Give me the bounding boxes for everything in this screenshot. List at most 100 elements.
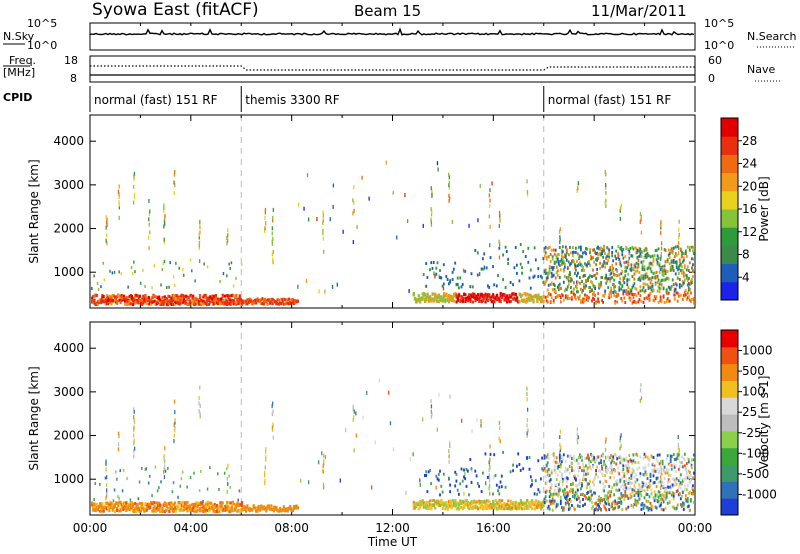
echo-cell [563,488,566,492]
echo-cell [623,474,626,478]
echo-cell [577,466,579,470]
echo-cell [179,298,182,302]
echo-cell [620,272,623,276]
echo-cell [658,470,661,474]
echo-cell [474,506,477,510]
echo-cell [148,217,150,222]
echo-cell [641,263,644,267]
echo-cell [454,499,457,503]
echo-cell [286,507,289,511]
echo-cell [504,485,507,489]
echo-cell [614,273,617,277]
echo-cell [200,303,203,307]
echo-cell [179,301,182,305]
echo-cell [167,300,170,304]
echo-cell [570,291,572,295]
echo-cell [425,500,428,504]
y-tick-label: 4000 [53,341,84,355]
echo-cell [464,503,467,507]
echo-cell [519,498,522,502]
echo-cell [672,293,675,297]
echo-cell [616,294,619,298]
echo-cell [635,287,638,291]
echo-cell [669,460,672,463]
echo-cell [612,455,615,459]
echo-cell [540,300,543,304]
echo-cell [432,261,435,264]
echo-cell [559,450,561,455]
echo-cell [617,466,620,470]
echo-cell [487,505,490,509]
echo-cell [543,497,546,501]
echo-cell [607,259,610,263]
echo-cell [432,499,435,503]
echo-cell [584,250,586,254]
velocity-colorbar-swatch [721,498,738,516]
echo-cell [248,297,251,301]
echo-cell [489,198,491,203]
echo-cell [426,490,429,494]
echo-cell [604,506,606,510]
echo-cell [625,260,628,264]
echo-cell [466,500,470,504]
echo-cell [419,300,422,304]
echo-cell [127,285,129,289]
echo-cell [407,219,409,223]
echo-cell [482,505,485,509]
echo-cell [442,472,445,476]
echo-cell [680,461,683,465]
echo-cell [424,300,427,303]
echo-cell [490,295,493,299]
time-axis: 00:00 04:00 08:00 12:00 16:00 20:00 00:00Time … [73,521,713,549]
echo-cell [661,472,664,476]
echo-cell [578,263,580,267]
echo-cell [655,276,658,279]
echo-cell [164,446,166,451]
echo-cell [260,298,263,302]
echo-cell [163,464,166,469]
echo-cell [389,421,392,426]
echo-cell [408,289,410,293]
echo-cell [628,256,631,260]
echo-cell [650,489,653,493]
echo-cell [608,503,611,506]
echo-cell [549,283,552,286]
echo-cell [635,491,638,495]
echo-cell [192,294,195,298]
echo-cell [604,463,607,468]
echo-cell [193,509,196,513]
velocity-colorbar-swatch [721,414,738,432]
echo-cell [463,468,465,472]
echo-cell [620,500,623,504]
echo-cell [265,509,268,513]
echo-cell [584,286,586,290]
echo-cell [198,243,200,248]
echo-cell [682,478,685,482]
echo-cell [163,469,165,474]
echo-cell [693,252,695,256]
echo-cell [517,504,520,508]
echo-cell [439,297,442,301]
echo-cell [579,261,581,265]
echo-cell [571,295,573,299]
echo-cell [636,269,639,273]
echo-cell [644,465,647,469]
echo-cell [590,489,592,493]
echo-cell [660,459,663,463]
echo-cell [545,463,548,467]
echo-cell [151,286,153,290]
echo-cell [183,295,186,299]
echo-cell [107,296,110,299]
echo-cell [666,491,669,495]
echo-cell [97,287,100,291]
echo-cell [132,303,135,307]
echo-cell [658,282,661,286]
echo-cell [482,471,484,475]
echo-cell [121,489,124,493]
echo-cell [649,286,652,290]
echo-cell [146,503,149,506]
echo-cell [528,297,531,301]
echo-cell [168,295,171,298]
echo-cell [111,271,114,275]
echo-cell [546,295,549,298]
